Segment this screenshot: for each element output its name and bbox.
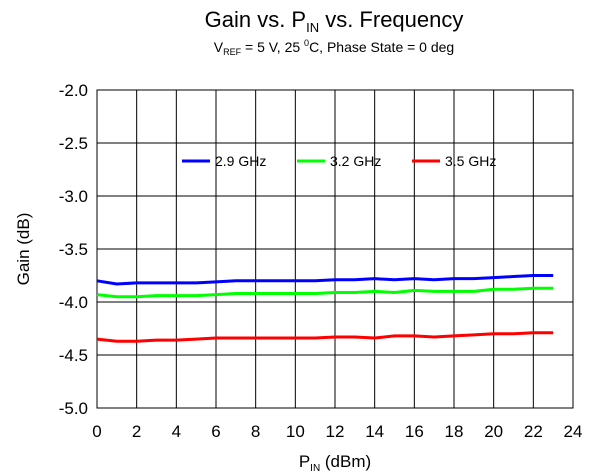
x-tick-label: 6 (211, 422, 220, 441)
y-tick-label: -4.5 (59, 346, 88, 365)
x-tick-label: 4 (172, 422, 181, 441)
x-tick-label: 24 (564, 422, 583, 441)
x-tick-label: 20 (484, 422, 503, 441)
y-tick-label: -3.0 (59, 187, 88, 206)
y-tick-label: -3.5 (59, 240, 88, 259)
x-tick-label: 18 (445, 422, 464, 441)
y-tick-label: -5.0 (59, 399, 88, 418)
series-lines (96, 274, 554, 343)
y-axis-label: Gain (dB) (14, 213, 33, 286)
legend: 2.9 GHz 3.2 GHz 3.5 GHz (182, 153, 496, 169)
grid (96, 89, 574, 409)
series-line (96, 286, 554, 299)
chart-title: Gain vs. PIN vs. Frequency (205, 7, 464, 35)
x-axis-label: PIN (dBm) (299, 452, 371, 474)
y-tick-label: -4.0 (59, 293, 88, 312)
series-line (96, 274, 554, 286)
x-tick-label: 2 (132, 422, 141, 441)
x-tick-label: 16 (405, 422, 424, 441)
x-tick-label: 8 (251, 422, 260, 441)
x-tick-label: 14 (365, 422, 384, 441)
x-tick-label: 0 (92, 422, 101, 441)
legend-label: 3.5 GHz (445, 153, 496, 169)
tick-labels: 0 2 4 6 8 10 12 14 16 18 20 22 24-5.0-4.5-4.0-3.5-3.… (59, 81, 583, 441)
y-tick-label: -2.5 (59, 134, 88, 153)
legend-label: 3.2 GHz (330, 153, 381, 169)
series-line (96, 331, 554, 343)
y-tick-label: -2.0 (59, 81, 88, 100)
chart-subtitle: VREF = 5 V, 25 0C, Phase State = 0 deg (214, 38, 454, 57)
legend-label: 2.9 GHz (215, 153, 266, 169)
x-tick-label: 10 (286, 422, 305, 441)
x-tick-label: 12 (326, 422, 345, 441)
plot-area (96, 89, 574, 409)
x-tick-label: 22 (524, 422, 543, 441)
